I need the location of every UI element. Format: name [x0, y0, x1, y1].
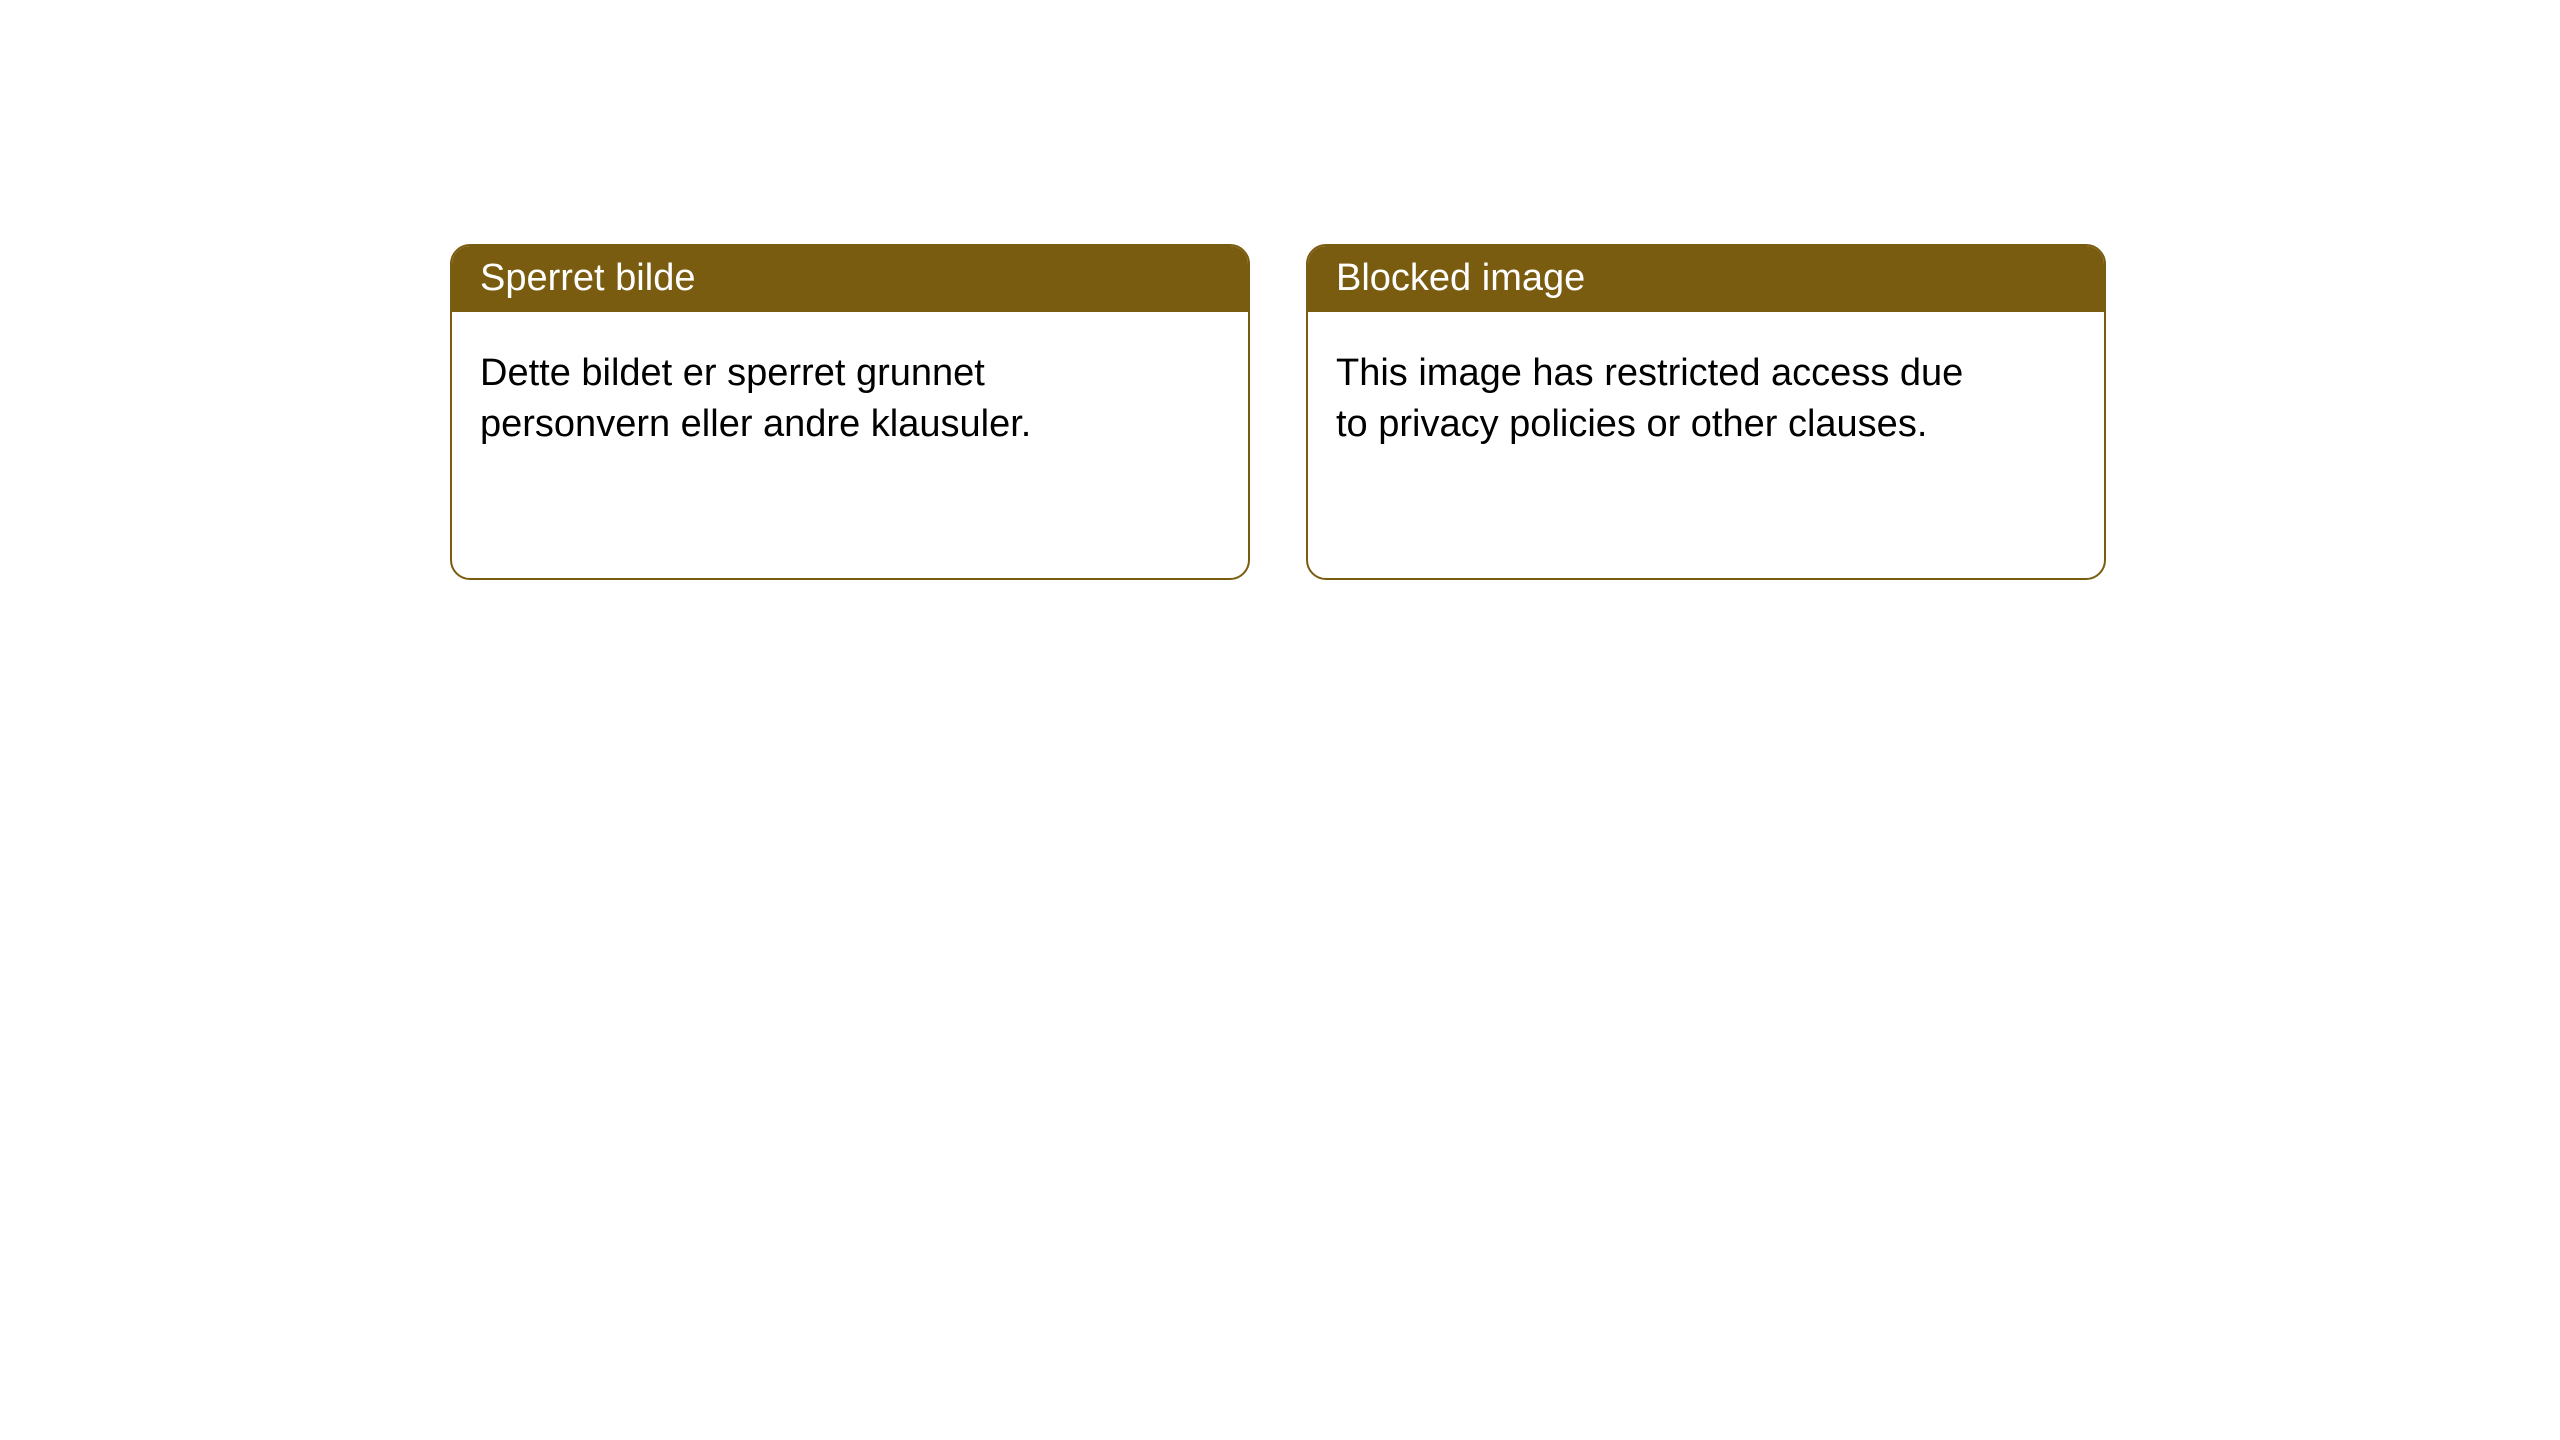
- notice-container: Sperret bilde Dette bildet er sperret gr…: [0, 0, 2560, 580]
- notice-card-norwegian: Sperret bilde Dette bildet er sperret gr…: [450, 244, 1250, 580]
- notice-header: Blocked image: [1308, 246, 2104, 312]
- notice-card-english: Blocked image This image has restricted …: [1306, 244, 2106, 580]
- notice-header: Sperret bilde: [452, 246, 1248, 312]
- notice-body: Dette bildet er sperret grunnet personve…: [452, 312, 1152, 487]
- notice-body: This image has restricted access due to …: [1308, 312, 2008, 487]
